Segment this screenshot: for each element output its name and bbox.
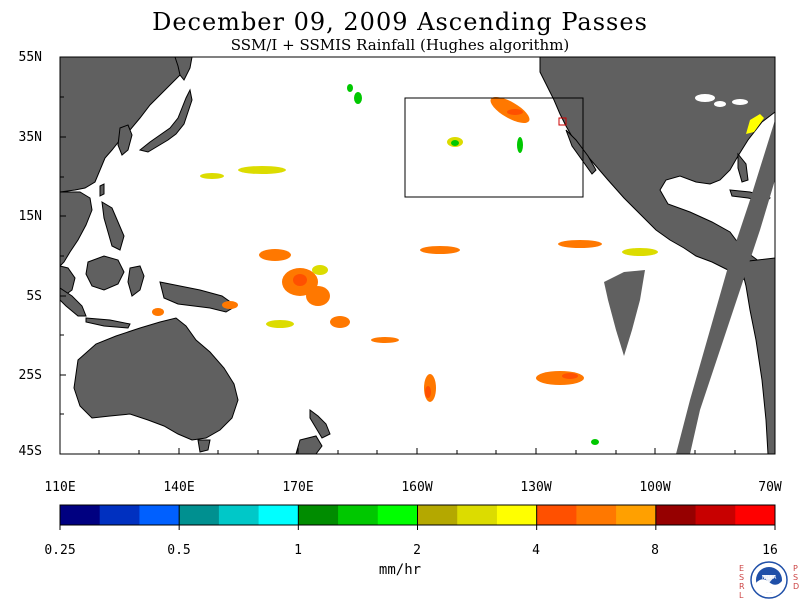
rain-patch (152, 97, 602, 402)
lon-label-130w: 130W (520, 480, 552, 495)
great-lakes (695, 94, 748, 107)
noaa-logo-icon: NOAA (750, 561, 788, 599)
tasmania-landmass (197, 439, 211, 453)
colorbar-swatch (655, 505, 697, 525)
colorbar-swatch (576, 505, 617, 525)
colorbar-swatch (139, 505, 180, 525)
map-ticks (59, 56, 776, 455)
new-guinea-landmass (159, 281, 237, 313)
rain-patch-light (347, 84, 599, 445)
colorbar-tick-label: 0.5 (167, 543, 191, 558)
florida-landmass (737, 152, 749, 183)
lon-label-110e: 110E (44, 480, 76, 495)
sulawesi-landmass (127, 265, 145, 297)
lon-label-100w: 100W (639, 480, 671, 495)
colorbar-swatch (417, 505, 458, 525)
colorbar-swatch (536, 505, 577, 525)
rain-patch-coast (746, 114, 764, 134)
colorbar-tick-label: 0.25 (44, 543, 76, 558)
lat-label-55n: 55N (18, 50, 42, 65)
region-box (404, 97, 584, 198)
map-subtitle: SSM/I + SSMIS Rainfall (Hughes algorithm… (230, 36, 570, 54)
rain-patch-heavy (293, 109, 578, 398)
philippines-landmass (101, 201, 125, 251)
colorbar-swatch (258, 505, 299, 525)
logo-left-letters: E S R L (739, 564, 745, 600)
colorbar-swatch (99, 505, 140, 525)
rainfall-layer (152, 84, 764, 445)
svg-text:NOAA: NOAA (762, 575, 777, 581)
malay-peninsula (60, 265, 76, 297)
colorbar (59, 504, 776, 530)
lat-label-25s: 25S (18, 368, 42, 383)
colorbar-swatch (377, 505, 418, 525)
new-zealand-north (309, 409, 331, 439)
colorbar-tick-label: 4 (532, 543, 540, 558)
logo-right-letters: P S D (793, 564, 800, 591)
australia-landmass (73, 317, 239, 441)
colorbar-swatch (735, 505, 776, 525)
sumatra-landmass (60, 287, 87, 317)
lon-label-140e: 140E (163, 480, 195, 495)
colorbar-swatch (695, 505, 736, 525)
colorbar-swatch (457, 505, 498, 525)
lat-label-35n: 35N (18, 130, 42, 145)
indochina-landmass (60, 191, 93, 267)
new-zealand-south (295, 435, 323, 454)
site-marker (558, 117, 567, 126)
land-layer (60, 57, 775, 454)
lat-label-15n: 15N (18, 209, 42, 224)
lon-label-170e: 170E (282, 480, 314, 495)
colorbar-swatch (298, 505, 339, 525)
lon-label-70w: 70W (758, 480, 782, 495)
borneo-landmass (85, 255, 125, 291)
lat-label-5s: 5S (26, 289, 42, 304)
colorbar-units: mm/hr (378, 562, 422, 578)
colorbar-tick-label: 8 (651, 543, 659, 558)
colorbar-swatch (60, 505, 101, 525)
korea-landmass (117, 124, 133, 156)
lon-label-160w: 160W (401, 480, 433, 495)
map-title: December 09, 2009 Ascending Passes (152, 8, 648, 36)
taiwan-landmass (99, 183, 105, 197)
swath-gap-band (676, 120, 775, 454)
baja-california (565, 129, 597, 175)
colorbar-tick-label: 16 (762, 543, 778, 558)
lat-label-45s: 45S (18, 444, 42, 459)
colorbar-swatch (218, 505, 260, 525)
colorbar-tick-label: 1 (294, 543, 302, 558)
kamchatka-landmass (174, 57, 193, 81)
colorbar-swatch (338, 505, 379, 525)
colorbar-swatch (496, 505, 538, 525)
java-landmass (85, 317, 131, 329)
south-america-landmass (739, 257, 775, 454)
colorbar-tick-label: 2 (413, 543, 421, 558)
japan-landmass (138, 88, 193, 153)
colorbar-swatch (179, 505, 220, 525)
swath-gap-wedge (604, 270, 645, 356)
rain-patch-moderate (200, 137, 658, 328)
colorbar-swatch (616, 505, 657, 525)
